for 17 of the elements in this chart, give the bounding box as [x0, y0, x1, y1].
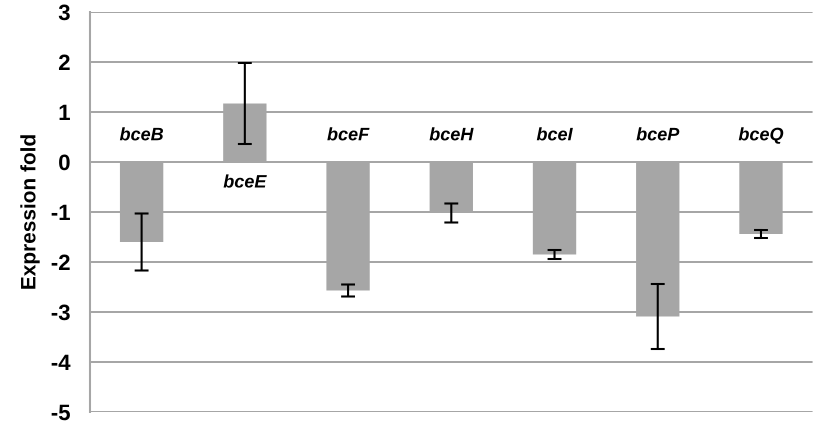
y-tick-label: 2 — [58, 54, 70, 70]
x-tick-label: bceF — [327, 127, 370, 140]
y-tick-label: -5 — [52, 404, 70, 420]
x-tick-label: bceP — [636, 127, 680, 140]
y-tick-label: -4 — [52, 354, 70, 370]
y-tick-label: -3 — [52, 304, 70, 320]
y-tick-label: -1 — [52, 204, 70, 220]
y-tick-label: 0 — [59, 154, 70, 170]
y-axis-title: Expression fold — [20, 135, 40, 289]
y-tick-label: 3 — [58, 4, 70, 20]
x-tick-label: bceQ — [738, 127, 784, 144]
x-tick-label: bceB — [120, 127, 164, 140]
x-tick-label: bceE — [224, 174, 267, 188]
x-tick-label: bceI — [536, 127, 573, 140]
x-tick-label: bceH — [430, 127, 474, 140]
y-tick-label: -2 — [52, 254, 70, 270]
y-tick-label: 1 — [60, 104, 70, 120]
